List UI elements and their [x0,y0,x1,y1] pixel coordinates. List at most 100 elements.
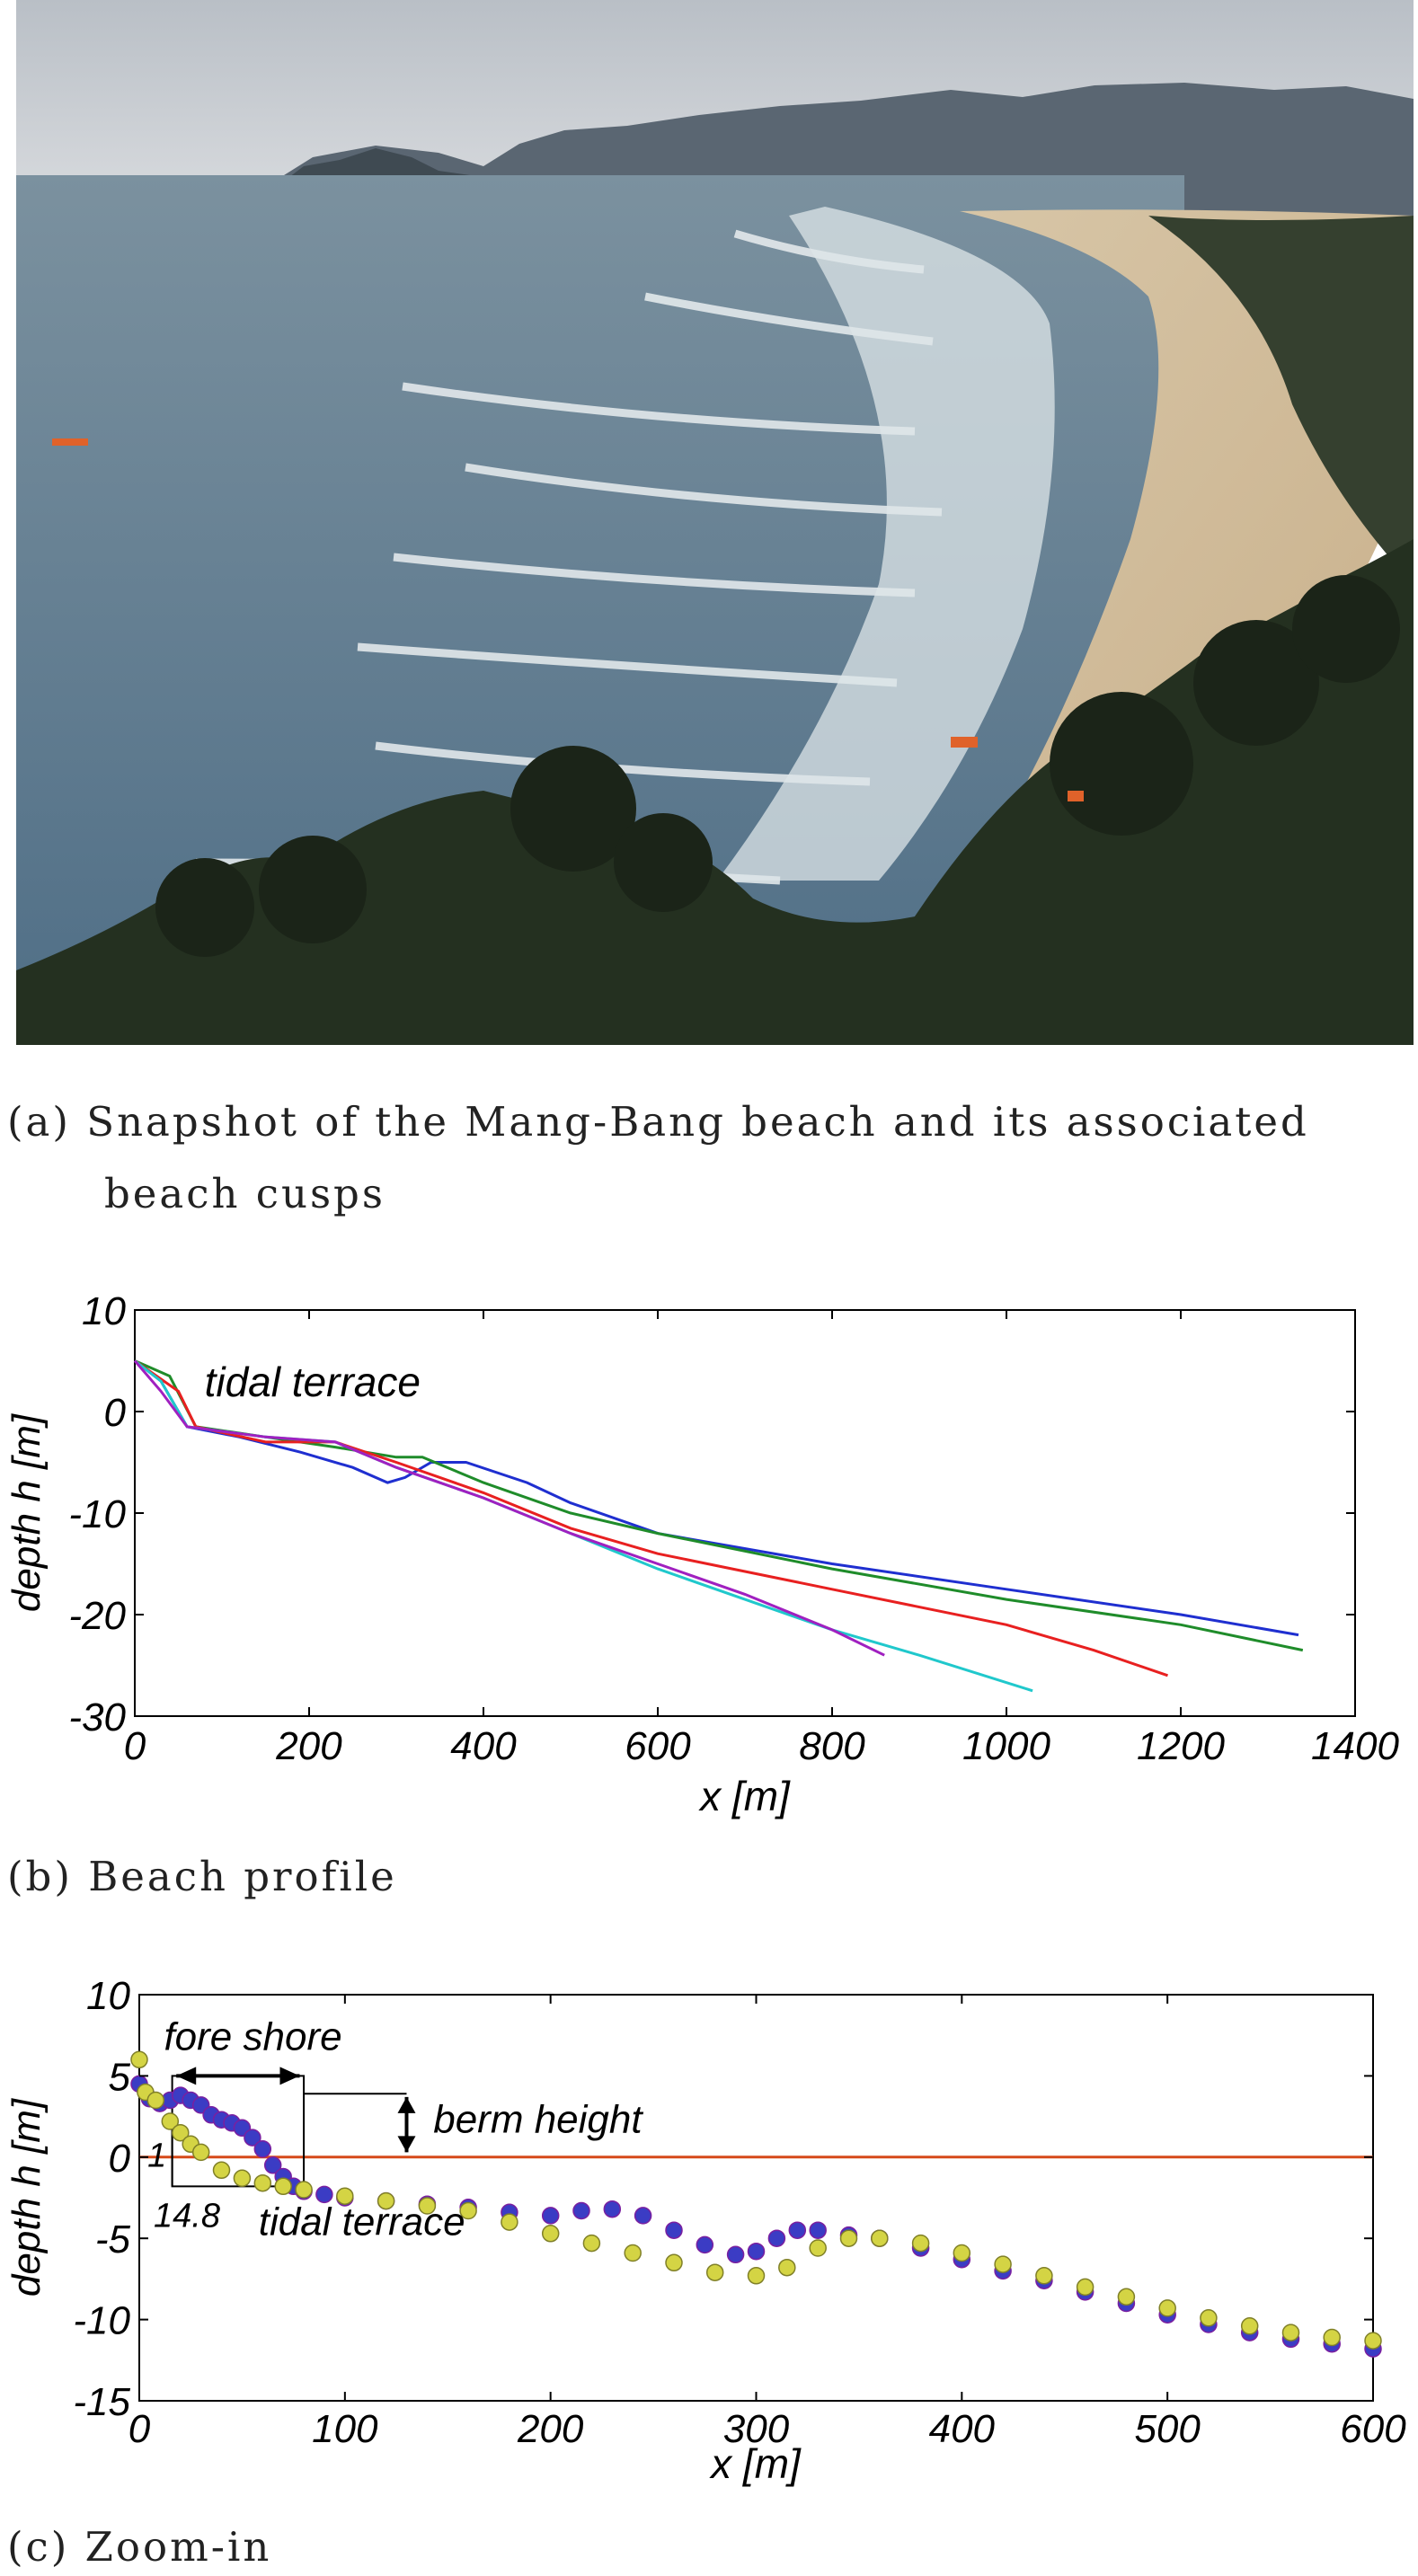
y-tick-label: 0 [109,2137,131,2181]
data-point [212,2161,231,2180]
data-point [582,2234,601,2253]
data-point [953,2244,971,2262]
data-point [233,2169,252,2188]
data-point [747,2242,766,2261]
berm-height-arrowheads [397,2096,416,2153]
trees [155,575,1400,957]
y-tick-label: -20 [68,1594,126,1638]
y-tick-label: -30 [68,1695,126,1739]
x-tick-label: 200 [517,2407,584,2451]
data-point [1281,2324,1300,2341]
y-tick-label: -15 [73,2380,130,2424]
x-tick-label: 400 [929,2407,996,2451]
data-point [172,2123,190,2142]
data-point [1240,2317,1259,2335]
data-point [839,2229,858,2247]
annotation-shapes [171,2067,416,2188]
y-tick-label: 5 [109,2055,131,2099]
y-tick-label: -10 [68,1492,126,1536]
caption-c: (c) Zoom-in [7,2523,272,2571]
data-point [747,2267,766,2285]
beach-sand [852,209,1414,989]
coastal-forest-right [1148,216,1414,584]
profile-line-5 [133,1359,885,1657]
data-point [911,2234,930,2253]
x-tick-label: 200 [275,1724,342,1768]
x-tick-label: 1000 [962,1724,1050,1768]
data-point [726,2245,745,2264]
data-point [459,2201,477,2220]
x-tick-label: 1200 [1137,1724,1225,1768]
annotation-slope-run: 14.8 [154,2198,220,2235]
data-point [146,2091,165,2110]
x-axis-label: x [m] [698,1773,791,1819]
data-point [696,2235,714,2254]
data-point [603,2200,622,2218]
data-point [541,2207,560,2225]
y-axis-label: depth h [m] [4,1412,49,1612]
data-point [665,2253,683,2272]
data-point [634,2207,652,2225]
data-point [295,2181,313,2199]
zoom-in-chart: 0 100 200 300 400 500 600 10 5 0 -5 -10 -15 fore sho… [4,1974,1406,2487]
data-point [191,2143,210,2162]
data-point [624,2244,642,2262]
data-point [1364,2332,1382,2350]
annotation-berm-height: berm height [433,2098,643,2142]
y-tick-label: 10 [82,1289,126,1333]
profile-line-4 [134,1359,1033,1693]
data-point [315,2185,333,2204]
data-point [778,2258,796,2277]
x-tick-label: 500 [1134,2407,1201,2451]
x-tick-label: 1400 [1311,1724,1399,1768]
data-point [809,2221,827,2239]
x-tick-label: 800 [799,1724,865,1768]
x-tick-label: 600 [625,1724,691,1768]
caption-a-continued: beach cusps [104,1170,386,1217]
annotation-tidal-terrace: tidal terrace [205,1359,421,1405]
y-tick-label: 10 [86,1974,130,2018]
data-point [541,2225,560,2243]
x-tick-label: 100 [312,2407,378,2451]
data-point [263,2156,282,2174]
x-tick-label: 0 [124,1724,146,1768]
caption-a: (a) Snapshot of the Mang-Bang beach and … [7,1098,1309,1146]
surf-zone [717,207,1055,881]
data-point [1117,2288,1136,2306]
data-point [377,2191,395,2210]
data-point [809,2239,827,2257]
data-point [665,2221,683,2239]
x-tick-label: 400 [450,1724,517,1768]
data-point [1076,2278,1095,2297]
x-axis-label: x [m] [709,2440,802,2487]
data-point [994,2255,1012,2273]
data-point [788,2221,807,2239]
data-point [253,2140,272,2158]
data-point [1323,2328,1341,2347]
y-tick-label: -5 [95,2217,131,2262]
series-2 [130,2050,1382,2350]
data-point [253,2173,272,2192]
beach-photo [16,0,1414,1045]
y-axis-label: depth h [m] [4,2097,49,2297]
annotation-slope-rise: 1 [147,2138,166,2175]
data-point [130,2050,148,2069]
data-point [1158,2299,1176,2317]
data-point [705,2263,724,2281]
data-point [274,2177,292,2196]
data-point [244,2129,261,2147]
data-point [1035,2267,1053,2285]
profile-line-3 [134,1359,1168,1677]
data-point [572,2201,590,2220]
data-point [767,2229,786,2247]
data-point [1200,2309,1218,2327]
y-tick-label: 0 [104,1391,127,1435]
orange-barriers [52,438,1084,801]
annotation-fore-shore: fore shore [164,2014,341,2058]
annotation-tidal-terrace: tidal terrace [259,2200,465,2244]
data-point [501,2213,518,2231]
y-tick-label: -10 [73,2299,130,2343]
x-tick-label: 300 [723,2407,790,2451]
data-point [161,2112,180,2130]
x-tick-label: 600 [1340,2407,1406,2451]
